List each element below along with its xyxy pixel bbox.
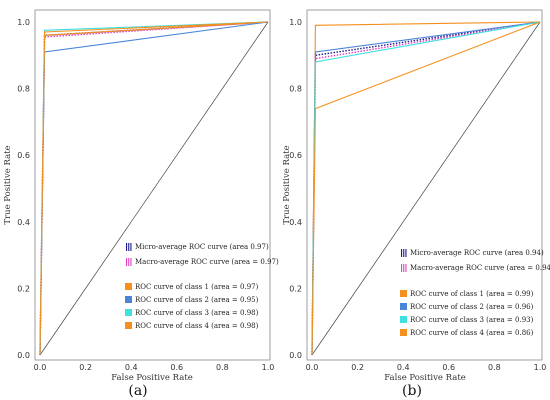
legend-entry: ROC curve of class 4 (area = 0.86)	[410, 329, 534, 337]
legend-entry: ROC curve of class 3 (area = 0.98)	[135, 309, 259, 317]
chance-diagonal-line	[311, 21, 541, 356]
legend-swatch	[403, 249, 405, 257]
plot-marks-b	[311, 21, 541, 356]
x-tick-label: 0.4	[125, 363, 138, 372]
plot-area-b	[306, 9, 543, 361]
legend-entry: ROC curve of class 4 (area = 0.98)	[135, 322, 259, 330]
legend-swatch	[400, 316, 407, 323]
legend-swatch	[400, 303, 407, 310]
y-tick-label: 0.4	[17, 218, 30, 227]
legend-swatch	[405, 249, 407, 257]
legend-swatch	[130, 243, 132, 251]
legend-entry: ROC curve of class 1 (area = 0.99)	[410, 290, 534, 298]
y-tick-label: 0.4	[289, 218, 302, 227]
x-tick-label: 0.8	[216, 363, 229, 372]
legend-b: Micro-average ROC curve (area 0.94) Macro…	[400, 249, 550, 337]
legend-swatch	[125, 283, 132, 290]
y-axis-label-b: True Positive Rate	[282, 145, 292, 224]
y-tick-label: 0.0	[17, 351, 30, 360]
y-tick-label: 0.0	[289, 351, 302, 360]
legend-entry: ROC curve of class 2 (area = 0.95)	[135, 296, 259, 304]
x-tick-label: 0.0	[34, 363, 47, 372]
legend-entry: Micro-average ROC curve (area 0.97)	[135, 243, 269, 251]
legend-swatch	[125, 296, 132, 303]
legend-a: Micro-average ROC curve (area 0.97) Macro…	[125, 243, 279, 330]
legend-swatch	[401, 264, 403, 272]
x-tick-label: 0.2	[351, 363, 364, 372]
y-axis-label-a: True Positive Rate	[3, 145, 13, 224]
ticks-a: 0.0 0.2 0.4 0.6 0.8 1.0 0.0 0.2 0.4 0.6 0.8 1.0	[17, 18, 274, 372]
legend-swatch	[128, 258, 130, 266]
y-tick-label: 0.2	[17, 284, 30, 293]
legend-entry: Macro-average ROC curve (area = 0.94)	[410, 264, 550, 272]
legend-swatch	[401, 249, 403, 257]
x-tick-label: 0.2	[79, 363, 92, 372]
legend-swatch	[403, 264, 405, 272]
y-tick-label: 0.8	[17, 85, 30, 94]
x-axis-label-b: False Positive Rate	[384, 373, 466, 383]
legend-swatch	[400, 329, 407, 336]
plot-area-a	[34, 9, 271, 361]
legend-entry: Macro-average ROC curve (area = 0.97)	[135, 258, 279, 266]
x-axis-label-a: False Positive Rate	[111, 373, 193, 383]
roc-series-6	[311, 21, 541, 356]
panel-caption-b: (b)	[402, 383, 422, 399]
plot-marks-a	[39, 21, 269, 356]
ticks-b: 0.0 0.2 0.4 0.6 0.8 1.0 0.0 0.2 0.4 0.6 0.8 1.0	[289, 18, 546, 372]
x-tick-label: 0.6	[170, 363, 183, 372]
x-tick-label: 1.0	[262, 363, 275, 372]
legend-swatch	[130, 258, 132, 266]
panel-caption-a: (a)	[128, 383, 147, 399]
legend-swatch	[126, 243, 128, 251]
y-tick-label: 0.2	[289, 284, 302, 293]
y-tick-label: 1.0	[17, 18, 30, 27]
legend-swatch	[125, 309, 132, 316]
legend-swatch	[400, 290, 407, 297]
x-tick-label: 0.6	[442, 363, 455, 372]
legend-swatch	[125, 322, 132, 329]
x-tick-label: 0.8	[488, 363, 501, 372]
roc-series-6	[39, 21, 269, 356]
legend-entry: ROC curve of class 1 (area = 0.97)	[135, 283, 259, 291]
x-tick-label: 0.0	[306, 363, 319, 372]
y-tick-label: 1.0	[289, 18, 302, 27]
y-tick-label: 0.8	[289, 85, 302, 94]
legend-swatch	[405, 264, 407, 272]
roc-series-2	[311, 21, 541, 356]
x-tick-label: 0.4	[397, 363, 410, 372]
legend-swatch	[128, 243, 130, 251]
legend-entry: ROC curve of class 3 (area = 0.93)	[410, 316, 534, 324]
chance-diagonal-line	[39, 21, 269, 356]
y-tick-label: 0.6	[289, 151, 302, 160]
panel-b: 0.0 0.2 0.4 0.6 0.8 1.0 0.0 0.2 0.4 0.6 0.8 1.0 Fal…	[282, 9, 550, 399]
legend-swatch	[126, 258, 128, 266]
x-tick-label: 1.0	[534, 363, 547, 372]
panel-a: 0.0 0.2 0.4 0.6 0.8 1.0 0.0 0.2 0.4 0.6 0.8 1.0 Fal…	[3, 9, 279, 399]
y-tick-label: 0.6	[17, 151, 30, 160]
legend-entry: ROC curve of class 2 (area = 0.96)	[410, 303, 534, 311]
legend-entry: Micro-average ROC curve (area 0.94)	[410, 249, 544, 257]
